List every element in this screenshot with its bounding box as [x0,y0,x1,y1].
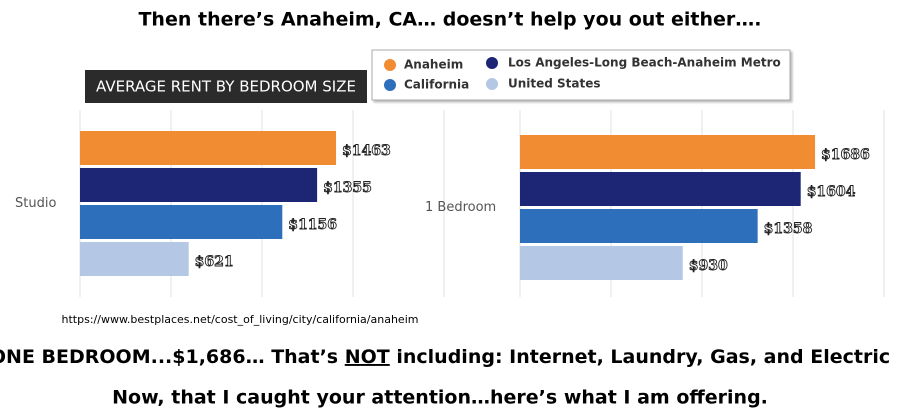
legend-label: Los Angeles-Long Beach-Anaheim Metro [508,56,781,70]
legend-label: California [404,78,469,92]
footer-line1-part: ONE BEDROOM...$1,686… That’s [0,346,345,368]
legend-box [371,49,791,101]
value-label: $930 [689,258,728,274]
bar [520,135,816,169]
value-label: $1686 [821,147,870,163]
category-label: Studio [15,196,56,211]
value-label: $621 [195,254,234,270]
chart-title-box [85,70,367,103]
bar [80,131,337,165]
footer-line2: Now, that I caught your attention…here’s… [112,387,768,409]
page-title: Then there’s Anaheim, CA… doesn’t help y… [138,9,761,31]
legend-label: Anaheim [404,58,463,72]
bar [520,209,758,243]
legend-swatch [486,78,498,90]
bar [520,172,801,206]
footer-line1: ONE BEDROOM...$1,686… That’s NOT includi… [0,346,890,368]
category-label: 1 Bedroom [425,200,496,215]
bar [80,205,283,239]
legend-swatch [384,79,396,91]
bar [520,246,683,280]
legend-label: United States [508,77,601,91]
bar [80,168,318,202]
footer-line1-emph: NOT [345,346,390,368]
value-label: $1358 [764,221,813,237]
value-label: $1604 [807,184,856,200]
footer-line1-part: including: Internet, Laundry, Gas, and E… [390,346,890,368]
value-label: $1156 [288,217,337,233]
chart-title: AVERAGE RENT BY BEDROOM SIZE [96,78,356,96]
legend-swatch [486,57,498,69]
legend-swatch [384,59,396,71]
value-label: $1355 [323,180,372,196]
value-label: $1463 [342,143,391,159]
bar [80,242,189,276]
source-url: https://www.bestplaces.net/cost_of_livin… [62,313,419,326]
